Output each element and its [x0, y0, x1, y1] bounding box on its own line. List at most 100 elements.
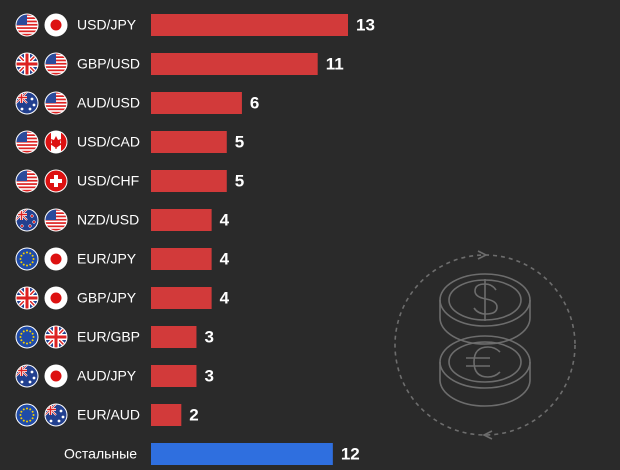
flag-part	[50, 19, 62, 31]
flag-part	[45, 69, 67, 72]
flag-part	[26, 251, 28, 254]
flag-part	[28, 380, 32, 384]
flag-part	[31, 254, 34, 257]
flag-part	[29, 252, 32, 255]
flag-part	[45, 326, 67, 348]
flag-part	[31, 417, 34, 420]
flag-part	[26, 420, 28, 423]
flag-part	[26, 342, 28, 345]
flag-us	[16, 131, 38, 153]
flag-part	[45, 92, 56, 103]
flag-part	[20, 417, 23, 420]
flag-part	[16, 404, 38, 426]
flag-part	[20, 332, 23, 335]
flag-part	[16, 248, 38, 270]
bar	[151, 14, 348, 36]
flag-part	[28, 224, 32, 228]
flag-eu	[16, 404, 38, 426]
value-label: 2	[189, 405, 198, 424]
dashed-ring	[394, 254, 576, 436]
value-label: 5	[235, 132, 244, 151]
flag-part	[22, 252, 25, 255]
flag-part	[31, 410, 34, 413]
flag-part	[22, 341, 25, 344]
flag-eu	[16, 326, 38, 348]
flag-border	[15, 91, 39, 115]
flag-part	[50, 175, 62, 187]
flag-part	[30, 370, 34, 374]
bar	[151, 209, 212, 231]
flag-border	[15, 286, 39, 310]
flag-part	[16, 131, 27, 142]
flag-border	[44, 208, 68, 232]
flag-part	[32, 258, 35, 260]
flag-part	[16, 186, 38, 189]
ring-arrow	[477, 250, 488, 260]
category-label: USD/CAD	[77, 134, 140, 150]
flag-part	[16, 53, 38, 75]
flag-border	[44, 364, 68, 388]
bar	[151, 287, 212, 309]
category-label: GBP/USD	[77, 56, 140, 72]
flag-border	[15, 169, 39, 193]
flag-part	[61, 131, 67, 153]
flag-part	[29, 408, 32, 411]
euro-sign	[466, 346, 501, 378]
category-label: Остальные	[64, 446, 137, 462]
flag-part	[16, 147, 38, 150]
flag-part	[45, 105, 67, 107]
coin-side	[439, 300, 531, 345]
flag-part	[16, 27, 38, 29]
value-label: 3	[204, 366, 213, 385]
bar	[151, 404, 182, 426]
flag-border	[15, 364, 39, 388]
flag-part	[31, 339, 34, 342]
flag-us	[16, 170, 38, 192]
flag-part	[29, 263, 32, 266]
flag-border	[15, 403, 39, 427]
flag-part	[45, 53, 56, 64]
bar	[151, 53, 318, 75]
flag-ch	[45, 170, 67, 192]
flag-part	[16, 189, 38, 192]
flag-part	[61, 415, 65, 419]
value-label: 4	[220, 210, 230, 229]
flag-part	[45, 72, 67, 75]
flag-part	[16, 326, 38, 348]
category-label: NZD/USD	[77, 212, 139, 228]
flag-part	[20, 254, 23, 257]
flag-gb	[45, 326, 67, 348]
flag-part	[26, 329, 28, 332]
flag-eu	[16, 248, 38, 270]
flag-gb	[16, 53, 38, 75]
flag-jp	[45, 287, 67, 309]
flag-us	[16, 14, 38, 36]
value-label: 4	[220, 288, 230, 307]
bar	[151, 170, 227, 192]
flag-part	[22, 419, 25, 422]
flag-jp	[45, 365, 67, 387]
value-label: 11	[326, 54, 344, 73]
ring-arrow	[482, 430, 493, 440]
flag-part	[45, 225, 67, 228]
flag-border	[15, 13, 39, 37]
flag-border	[44, 169, 68, 193]
flag-part	[20, 224, 24, 228]
flag-border	[15, 130, 39, 154]
flag-part	[32, 220, 36, 224]
flag-part	[50, 370, 62, 382]
flag-part	[45, 228, 67, 231]
flag-part	[45, 111, 67, 114]
category-label: AUD/USD	[77, 95, 140, 111]
flag-part	[22, 263, 25, 266]
coin-top	[439, 335, 531, 389]
flag-border	[15, 208, 39, 232]
flag-border	[44, 325, 68, 349]
flag-part	[29, 330, 32, 333]
flag-part	[45, 66, 67, 68]
flag-au	[16, 365, 38, 387]
coin-side	[439, 362, 531, 407]
value-label: 3	[204, 327, 213, 346]
